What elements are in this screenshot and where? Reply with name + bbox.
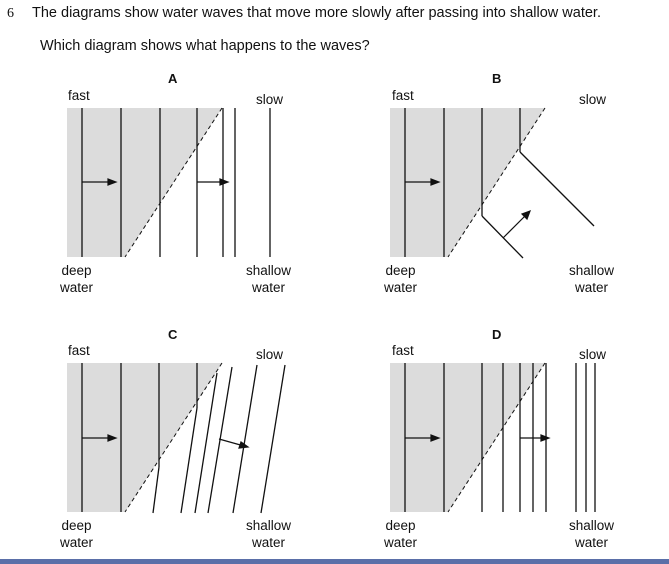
deep-water-region — [390, 363, 545, 512]
deep-water-region — [390, 108, 545, 257]
diagram-c-letter: C — [168, 327, 178, 342]
question-text: The diagrams show water waves that move … — [32, 5, 601, 21]
diagram-b-shallow-label: shallow water — [569, 263, 615, 295]
arrow-head — [520, 209, 532, 221]
refracted-wavefront — [481, 215, 524, 259]
boundary-dashed-line — [124, 107, 223, 258]
diagram-d-letter: D — [492, 327, 502, 342]
diagram-d-deep-label: deep water — [384, 518, 418, 550]
bottom-rule — [0, 559, 669, 564]
refracted-wavefront — [519, 151, 595, 227]
boundary-dashed-line — [447, 362, 546, 513]
diagram-c-fast-label: fast — [68, 343, 90, 358]
arrow-head — [107, 178, 118, 186]
diagram-b-letter: B — [492, 71, 502, 86]
refracted-wavefront — [232, 364, 258, 514]
diagram-a-letter: A — [168, 71, 178, 86]
diagram-a-fast-label: fast — [68, 88, 90, 103]
diagram-c — [67, 362, 286, 514]
diagram-c-slow-label: slow — [256, 347, 284, 362]
diagram-a-shallow-label: shallow water — [246, 263, 292, 295]
refracted-wavefront — [152, 466, 160, 514]
diagram-a-slow-label: slow — [256, 92, 284, 107]
arrow-head — [107, 434, 118, 442]
diagram-a — [67, 107, 271, 258]
refracted-wavefront — [260, 364, 286, 514]
diagram-c-shallow-label: shallow water — [246, 518, 292, 550]
diagram-b-fast-label: fast — [392, 88, 414, 103]
deep-water-region — [67, 108, 222, 257]
refracted-wavefront — [207, 366, 233, 514]
direction-arrows — [82, 178, 230, 186]
diagram-b-deep-label: deep water — [384, 263, 418, 295]
diagram-d — [390, 362, 596, 513]
diagram-d-shallow-label: shallow water — [569, 518, 615, 550]
arrow-head — [430, 178, 441, 186]
diagram-d-fast-label: fast — [392, 343, 414, 358]
diagram-d-slow-label: slow — [579, 347, 607, 362]
question-number: 6 — [7, 6, 14, 21]
diagram-b — [390, 107, 595, 259]
refracted-wavefront — [194, 372, 218, 514]
question-prompt: Which diagram shows what happens to the … — [40, 38, 370, 54]
direction-arrows — [82, 434, 250, 449]
refracted-wavefront — [180, 407, 198, 514]
diagram-b-slow-label: slow — [579, 92, 607, 107]
boundary-dashed-line — [447, 107, 546, 258]
direction-arrows — [405, 434, 551, 442]
arrow-head — [540, 434, 551, 442]
deep-water-region — [67, 363, 222, 512]
wavefronts — [404, 363, 596, 512]
diagram-c-deep-label: deep water — [60, 518, 94, 550]
diagram-a-deep-label: deep water — [60, 263, 94, 295]
arrow-head — [238, 441, 250, 449]
arrow-head — [219, 178, 230, 186]
direction-arrows — [405, 178, 532, 239]
boundary-dashed-line — [124, 362, 223, 513]
arrow-head — [430, 434, 441, 442]
